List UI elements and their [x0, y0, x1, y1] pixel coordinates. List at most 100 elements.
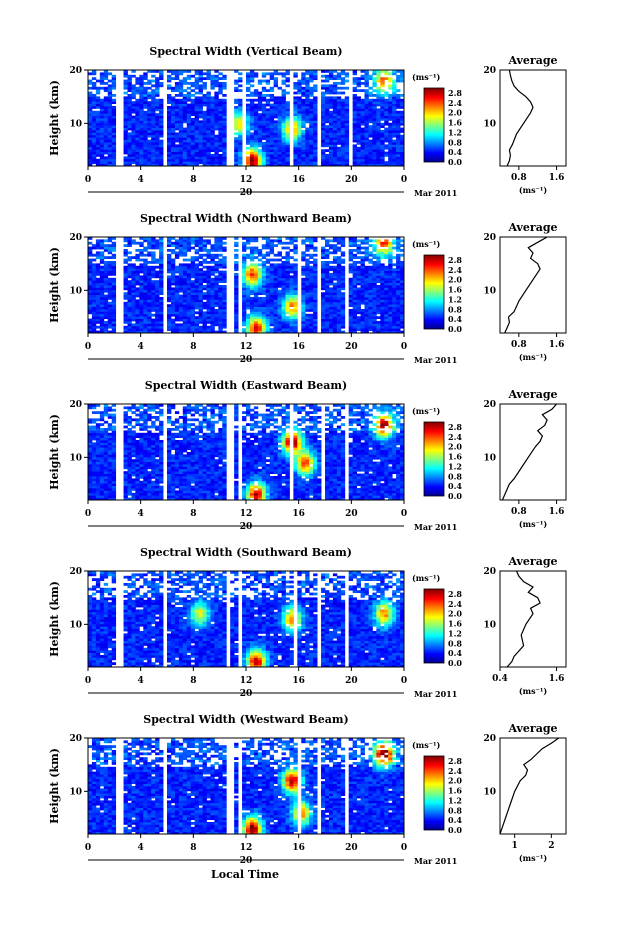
heatmap-cell — [151, 306, 156, 310]
heatmap-cell — [356, 113, 361, 116]
heatmap-cell — [186, 70, 192, 73]
heatmap-cell — [222, 149, 227, 152]
heatmap-cell — [368, 306, 373, 310]
heatmap-cell — [99, 297, 105, 300]
heatmap-cell — [285, 106, 290, 109]
heatmap-cell — [313, 134, 318, 138]
heatmap-cell — [273, 328, 278, 331]
heatmap-cell — [253, 265, 259, 269]
heatmap-cell — [95, 132, 101, 136]
heatmap-cell — [135, 287, 140, 291]
heatmap-cell — [131, 101, 136, 104]
heatmap-cell — [246, 280, 251, 283]
heatmap-cell — [170, 289, 176, 293]
heatmap-cell — [364, 294, 369, 298]
heatmap-cell — [340, 277, 346, 281]
heatmap-cell — [321, 142, 326, 145]
heatmap-cell — [206, 265, 211, 269]
heatmap-cell — [392, 301, 397, 305]
heatmap-cell — [332, 91, 338, 95]
heatmap-cell — [257, 139, 263, 143]
heatmap-cell — [305, 261, 310, 264]
heatmap-cell — [139, 316, 144, 319]
heatmap-cell — [127, 146, 132, 150]
heatmap-cell — [194, 130, 199, 133]
heatmap-cell — [95, 151, 101, 155]
heatmap-cell — [198, 277, 203, 281]
heatmap-cell — [297, 79, 302, 83]
heatmap-cell — [218, 241, 223, 245]
heatmap-cell — [325, 96, 330, 100]
heatmap-cell — [400, 120, 405, 124]
heatmap-cell — [198, 287, 203, 291]
heatmap-cell — [170, 151, 176, 155]
heatmap-cell — [249, 325, 255, 329]
heatmap-cell — [273, 113, 278, 116]
heatmap-cell — [332, 122, 338, 126]
heatmap-cell — [99, 139, 105, 143]
heatmap-cell — [167, 325, 172, 329]
heatmap-cell — [392, 256, 397, 259]
heatmap-cell — [131, 328, 136, 331]
heatmap-cell — [99, 158, 105, 162]
heatmap-cell — [143, 304, 148, 307]
colorbar-unit: (ms⁻¹) — [412, 239, 440, 249]
heatmap-cell — [352, 316, 357, 319]
heatmap-cell — [261, 265, 267, 269]
heatmap-cell — [384, 304, 389, 307]
heatmap-cell — [285, 246, 290, 250]
heatmap-cell — [364, 299, 369, 303]
heatmap-cell — [281, 118, 286, 121]
heatmap-cell — [107, 108, 113, 112]
heatmap-cell — [328, 130, 334, 133]
heatmap-cell — [380, 108, 385, 112]
heatmap-cell — [222, 273, 227, 276]
heatmap-cell — [305, 323, 310, 327]
heatmap-cell — [396, 120, 401, 124]
heatmap-cell — [257, 161, 263, 164]
heatmap-cell — [384, 280, 389, 283]
heatmap-cell — [127, 270, 132, 274]
heatmap-cell — [388, 94, 393, 97]
heatmap-cell — [380, 82, 385, 85]
heatmap-cell — [305, 108, 310, 112]
heatmap-cell — [396, 275, 401, 279]
heatmap-cell — [103, 144, 109, 148]
heatmap-cell — [360, 287, 365, 291]
heatmap-cell — [281, 325, 286, 329]
heatmap-cell — [111, 237, 117, 240]
heatmap-cell — [178, 297, 184, 300]
heatmap-cell — [340, 163, 346, 167]
heatmap-cell — [372, 79, 377, 83]
heatmap-cell — [261, 301, 267, 305]
heatmap-cell — [135, 82, 140, 85]
heatmap-cell — [376, 258, 381, 262]
heatmap-cell — [234, 156, 239, 160]
heatmap-cell — [321, 70, 326, 73]
heatmap-cell — [155, 91, 160, 95]
heatmap-cell — [111, 86, 117, 90]
heatmap-cell — [91, 285, 97, 288]
heatmap-cell — [285, 132, 290, 136]
heatmap-cell — [273, 110, 278, 114]
heatmap-cell — [170, 304, 176, 307]
heatmap-cell — [194, 149, 199, 152]
heatmap-cell — [297, 82, 302, 85]
heatmap-cell — [234, 122, 239, 126]
heatmap-cell — [139, 251, 144, 255]
heatmap-cell — [174, 299, 180, 303]
heatmap-cell — [170, 137, 176, 140]
heatmap-cell — [198, 330, 203, 334]
heatmap-cell — [388, 151, 393, 155]
heatmap-cell — [376, 330, 381, 334]
heatmap-cell — [107, 98, 113, 102]
heatmap-cell — [344, 130, 350, 133]
heatmap-cell — [364, 265, 369, 269]
heatmap-cell — [210, 292, 215, 295]
heatmap-cell — [190, 309, 196, 312]
heatmap-cell — [281, 127, 286, 131]
heatmap-cell — [269, 106, 275, 109]
heatmap-cell — [392, 72, 397, 76]
heatmap-cell — [210, 118, 215, 121]
heatmap-cell — [242, 316, 247, 319]
